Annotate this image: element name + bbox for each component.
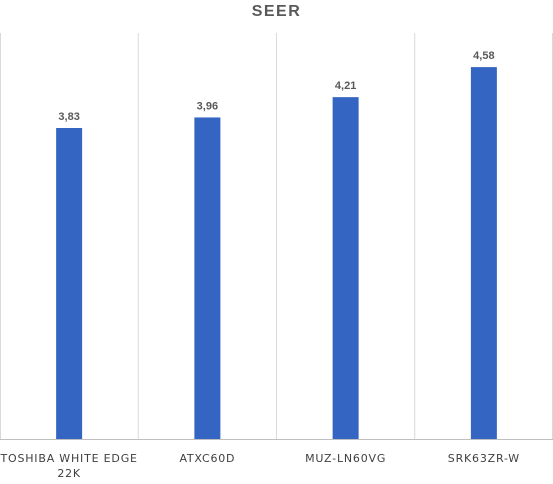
data-label: 3,83 (58, 111, 79, 123)
bar (332, 97, 359, 439)
data-label: 3,96 (197, 100, 218, 112)
category-label: MUZ-LN60VG (305, 452, 386, 465)
data-label: 4,58 (473, 50, 494, 62)
category-label: TOSHIBA WHITE EDGE (0, 452, 138, 465)
category-label: 22K (57, 467, 81, 480)
bar (470, 67, 497, 439)
bar (194, 117, 221, 439)
data-label: 4,21 (335, 80, 356, 92)
chart-title: SEER (251, 3, 302, 20)
bar (56, 128, 83, 439)
category-label: ATXC60D (179, 452, 235, 465)
category-label: SRK63ZR-W (448, 452, 520, 465)
